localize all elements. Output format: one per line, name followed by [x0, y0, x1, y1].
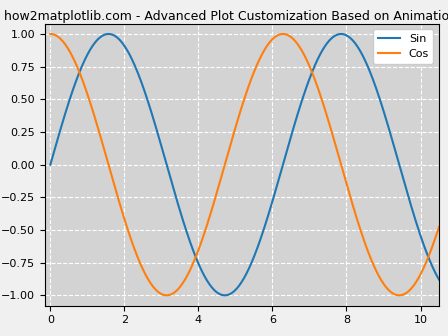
Legend: Sin, Cos: Sin, Cos	[373, 29, 434, 64]
Sin	[436, 278, 442, 282]
Cos	[436, 225, 442, 229]
Cos	[232, 127, 237, 131]
Sin	[368, 71, 373, 75]
Cos	[366, 252, 372, 256]
Sin	[235, 285, 241, 289]
Line: Sin: Sin	[50, 34, 439, 295]
Sin	[338, 32, 344, 36]
Sin	[47, 163, 53, 167]
Sin	[222, 293, 228, 297]
Sin	[429, 262, 434, 266]
Sin	[259, 234, 264, 238]
Cos	[258, 55, 263, 59]
Cos	[396, 293, 402, 297]
Line: Cos: Cos	[50, 34, 439, 295]
Sin	[233, 288, 238, 292]
Cos	[279, 32, 284, 36]
Cos	[428, 249, 433, 253]
Cos	[47, 32, 53, 36]
Sin	[280, 164, 285, 168]
Cos	[235, 119, 240, 123]
Text: how2matplotlib.com - Advanced Plot Customization Based on Animation Statu: how2matplotlib.com - Advanced Plot Custo…	[4, 10, 448, 23]
